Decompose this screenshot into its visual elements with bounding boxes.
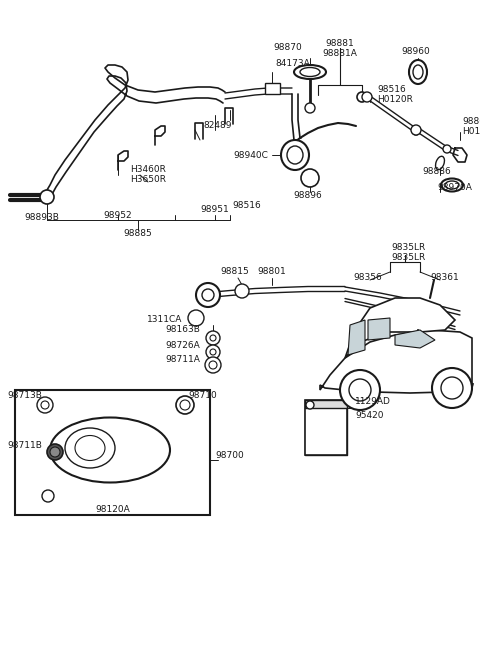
Circle shape (202, 289, 214, 301)
Circle shape (235, 284, 249, 298)
Circle shape (176, 396, 194, 414)
Text: 98711A: 98711A (165, 356, 200, 364)
Text: 98885: 98885 (124, 229, 152, 238)
Text: 84173A: 84173A (275, 58, 310, 67)
Text: 98713B: 98713B (7, 392, 42, 400)
Circle shape (206, 331, 220, 345)
Polygon shape (320, 330, 472, 393)
Text: 98881: 98881 (325, 39, 354, 48)
Ellipse shape (445, 181, 459, 189)
Bar (15, 390, 210, 515)
Text: 98700: 98700 (215, 451, 244, 460)
Circle shape (443, 145, 451, 153)
Text: 98896: 98896 (294, 191, 323, 200)
Ellipse shape (435, 157, 444, 170)
Circle shape (432, 368, 472, 408)
Text: 98970A: 98970A (437, 183, 472, 193)
Circle shape (188, 310, 204, 326)
Circle shape (210, 349, 216, 355)
Circle shape (340, 370, 380, 410)
Text: 98960: 98960 (402, 48, 431, 56)
Text: H3650R: H3650R (130, 176, 166, 185)
Circle shape (357, 92, 367, 102)
Ellipse shape (50, 417, 170, 483)
Circle shape (37, 397, 53, 413)
Bar (305, 400, 347, 408)
Bar (265, 83, 280, 94)
Text: 98951: 98951 (201, 206, 229, 214)
Text: 98516: 98516 (232, 200, 261, 210)
Circle shape (40, 190, 54, 204)
Text: 98801: 98801 (258, 267, 287, 276)
Circle shape (42, 490, 54, 502)
Text: 1129AD: 1129AD (355, 398, 391, 407)
Bar (305, 400, 347, 455)
Text: 98940C: 98940C (233, 151, 268, 160)
Circle shape (180, 400, 190, 410)
Text: 98711B: 98711B (7, 441, 42, 451)
Text: 98815: 98815 (221, 267, 250, 276)
Ellipse shape (413, 65, 423, 79)
Ellipse shape (441, 179, 463, 191)
Circle shape (205, 357, 221, 373)
Circle shape (306, 401, 314, 409)
Ellipse shape (287, 146, 303, 164)
Ellipse shape (75, 436, 105, 460)
Text: 98361: 98361 (431, 274, 459, 282)
Text: 98710: 98710 (188, 392, 217, 400)
Text: 98726A: 98726A (165, 341, 200, 350)
Ellipse shape (294, 65, 326, 79)
Text: 98893B: 98893B (24, 214, 60, 223)
Circle shape (50, 447, 60, 457)
Text: 98860: 98860 (462, 117, 480, 126)
Circle shape (47, 444, 63, 460)
Text: H3460R: H3460R (130, 166, 166, 174)
Circle shape (209, 361, 217, 369)
Circle shape (41, 401, 49, 409)
Text: 98870: 98870 (274, 43, 302, 52)
Polygon shape (395, 330, 435, 348)
Circle shape (349, 379, 371, 401)
Text: 98120A: 98120A (95, 506, 130, 514)
Text: 9835LR: 9835LR (391, 244, 425, 252)
Ellipse shape (281, 140, 309, 170)
Circle shape (412, 127, 420, 135)
Circle shape (301, 169, 319, 187)
Text: 9835LR: 9835LR (391, 253, 425, 263)
Circle shape (411, 125, 421, 135)
Text: 82489: 82489 (203, 121, 231, 130)
Ellipse shape (409, 60, 427, 84)
Circle shape (210, 335, 216, 341)
Circle shape (441, 377, 463, 399)
Text: 98886: 98886 (422, 168, 451, 176)
Text: 98881A: 98881A (323, 48, 358, 58)
Text: 98516: 98516 (377, 86, 406, 94)
Circle shape (196, 283, 220, 307)
Polygon shape (345, 298, 455, 358)
Text: 95420: 95420 (355, 411, 384, 419)
Polygon shape (348, 320, 365, 355)
Ellipse shape (300, 67, 320, 77)
Text: 1311CA: 1311CA (146, 316, 182, 324)
Text: H0100R: H0100R (462, 128, 480, 136)
Text: H0120R: H0120R (377, 96, 413, 105)
Circle shape (362, 92, 372, 102)
Ellipse shape (305, 103, 315, 113)
Ellipse shape (65, 428, 115, 468)
Text: 98952: 98952 (104, 210, 132, 219)
Polygon shape (368, 318, 390, 340)
Circle shape (206, 345, 220, 359)
Text: 98356: 98356 (354, 274, 383, 282)
Text: 98163B: 98163B (165, 326, 200, 335)
